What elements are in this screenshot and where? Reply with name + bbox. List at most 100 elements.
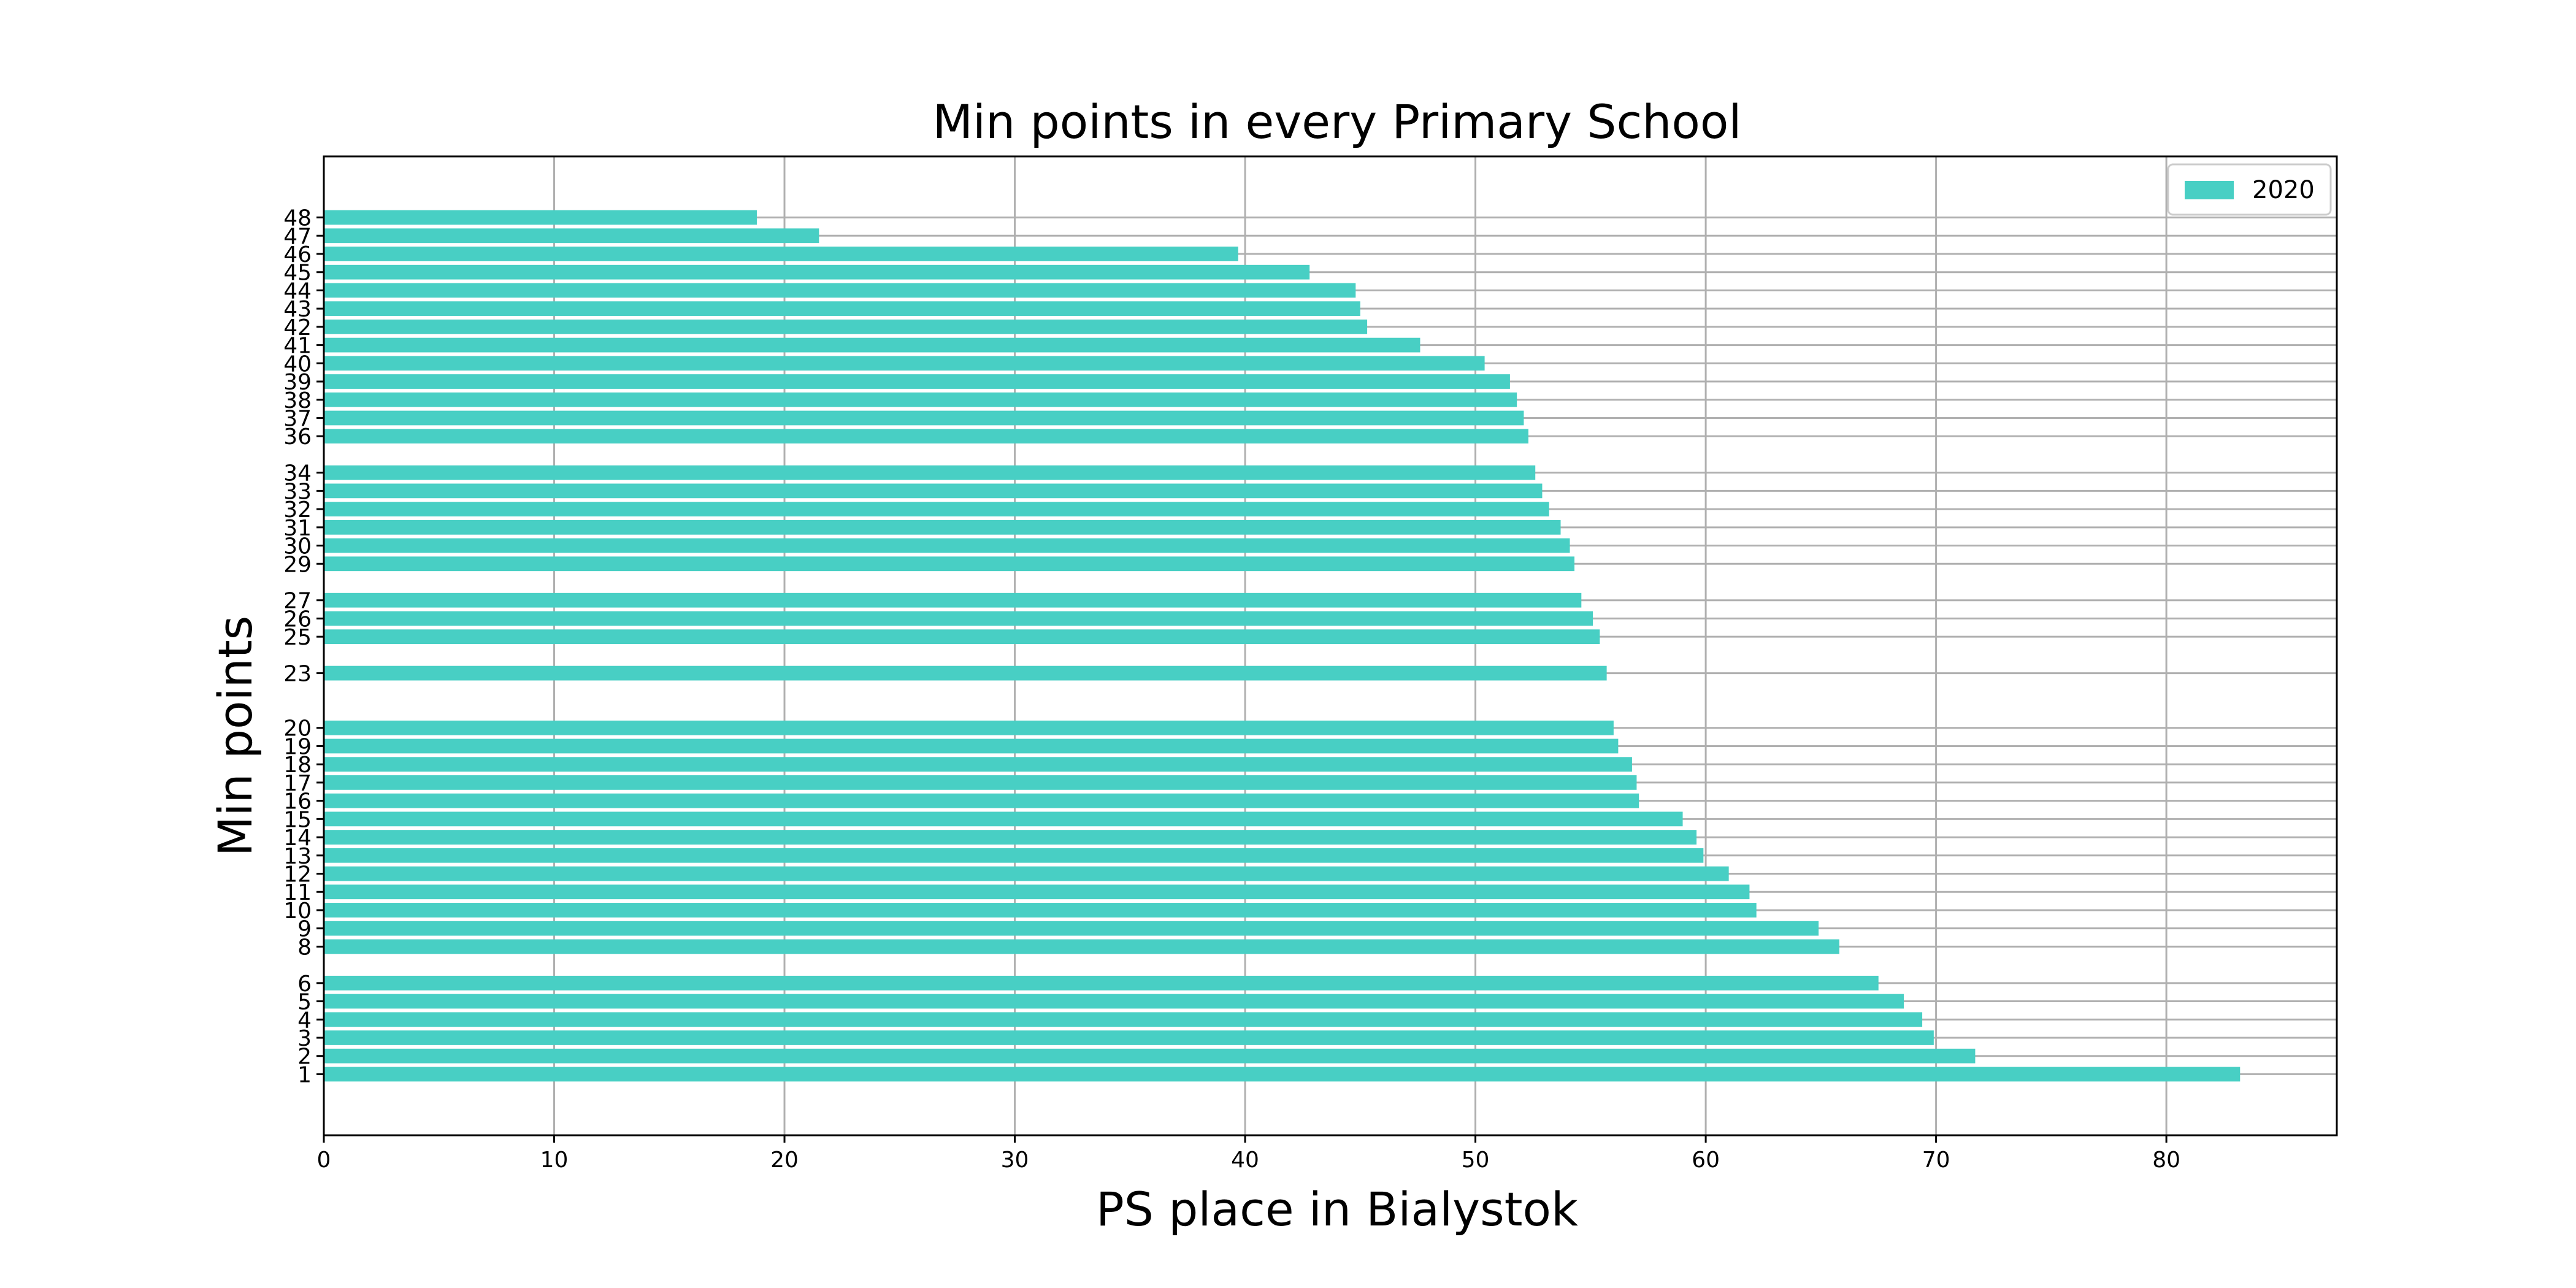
x-tick-label: 0 xyxy=(317,1148,331,1173)
bar-40 xyxy=(324,356,1485,371)
y-tick-label: 10 xyxy=(283,899,312,924)
bar-48 xyxy=(324,210,757,225)
legend: 2020 xyxy=(2167,163,2332,216)
legend-label: 2020 xyxy=(2252,176,2315,204)
x-tick-label: 70 xyxy=(1922,1148,1950,1173)
bar-30 xyxy=(324,538,1570,553)
y-tick-label: 30 xyxy=(283,534,312,559)
y-tick-label: 23 xyxy=(283,662,312,687)
bar-3 xyxy=(324,1030,1934,1045)
y-tick-label: 31 xyxy=(283,516,312,541)
bar-6 xyxy=(324,975,1879,991)
bar-17 xyxy=(324,775,1637,790)
bar-29 xyxy=(324,556,1575,572)
y-tick-label: 38 xyxy=(283,388,312,413)
y-tick-label: 26 xyxy=(283,607,312,632)
x-tick-label: 20 xyxy=(770,1148,799,1173)
legend-swatch xyxy=(2185,181,2234,199)
plot-frame xyxy=(323,155,2338,1137)
bar-1 xyxy=(324,1067,2241,1082)
bar-15 xyxy=(324,811,1683,827)
y-tick-label: 36 xyxy=(283,424,312,450)
y-tick-label: 2 xyxy=(297,1045,312,1070)
bar-8 xyxy=(324,939,1839,954)
bar-10 xyxy=(324,903,1757,918)
y-tick-label: 43 xyxy=(283,297,312,322)
bar-33 xyxy=(324,483,1543,499)
y-tick-label: 13 xyxy=(283,844,312,869)
y-tick-label: 17 xyxy=(283,771,312,796)
bar-14 xyxy=(324,830,1697,845)
y-tick-label: 32 xyxy=(283,497,312,523)
bar-46 xyxy=(324,247,1238,261)
bars xyxy=(324,210,2241,1082)
y-tick-label: 44 xyxy=(283,278,312,304)
bar-2 xyxy=(324,1048,1976,1064)
y-tick-label: 3 xyxy=(297,1026,312,1051)
y-tick-label: 25 xyxy=(283,625,312,650)
bar-11 xyxy=(324,884,1750,900)
bar-45 xyxy=(324,264,1310,280)
y-tick-label: 45 xyxy=(283,261,312,286)
y-tick-label: 9 xyxy=(297,917,312,942)
x-tick-label: 80 xyxy=(2152,1148,2180,1173)
chart-title: Min points in every Primary School xyxy=(932,94,1741,149)
bar-27 xyxy=(324,592,1582,608)
y-tick-label: 14 xyxy=(283,826,312,851)
bar-4 xyxy=(324,1012,1923,1027)
bar-39 xyxy=(324,374,1510,389)
y-tick-label: 1 xyxy=(297,1062,312,1087)
y-tick-label: 37 xyxy=(283,406,312,431)
y-tick-label: 27 xyxy=(283,589,312,614)
y-tick-label: 20 xyxy=(283,716,312,742)
legend-frame xyxy=(2167,163,2332,216)
y-tick-label: 34 xyxy=(283,461,312,486)
bar-41 xyxy=(324,337,1420,353)
bar-32 xyxy=(324,502,1549,516)
bar-26 xyxy=(324,611,1593,626)
y-tick-label: 6 xyxy=(297,972,312,997)
y-tick-label: 19 xyxy=(283,734,312,759)
bar-23 xyxy=(324,665,1607,681)
bar-25 xyxy=(324,629,1600,645)
y-tick-label: 18 xyxy=(283,753,312,778)
x-tick-label: 50 xyxy=(1462,1148,1490,1173)
ticks: 0 10 20 30 40 50 60 70 8012345689101112131415161… xyxy=(283,206,2180,1173)
x-tick-label: 10 xyxy=(540,1148,569,1173)
bar-43 xyxy=(324,301,1360,316)
y-axis-label: Min points xyxy=(208,616,263,856)
bar-16 xyxy=(324,793,1639,808)
y-tick-label: 4 xyxy=(297,1008,312,1033)
y-tick-label: 42 xyxy=(283,315,312,340)
bar-9 xyxy=(324,921,1819,936)
y-tick-label: 40 xyxy=(283,351,312,377)
y-tick-label: 39 xyxy=(283,370,312,395)
y-tick-label: 16 xyxy=(283,789,312,815)
y-tick-label: 15 xyxy=(283,807,312,832)
x-tick-label: 30 xyxy=(1001,1148,1029,1173)
y-tick-label: 33 xyxy=(283,479,312,504)
bar-34 xyxy=(324,465,1536,480)
bar-38 xyxy=(324,392,1517,407)
bar-44 xyxy=(324,283,1356,298)
y-tick-label: 12 xyxy=(283,862,312,887)
y-tick-label: 8 xyxy=(297,935,312,960)
bar-19 xyxy=(324,738,1619,754)
bar-31 xyxy=(324,519,1561,535)
bar-37 xyxy=(324,410,1524,426)
bar-12 xyxy=(324,866,1729,881)
bar-5 xyxy=(324,994,1904,1009)
y-tick-label: 5 xyxy=(297,990,312,1015)
y-tick-label: 46 xyxy=(283,242,312,267)
y-tick-label: 41 xyxy=(283,334,312,359)
x-tick-label: 60 xyxy=(1692,1148,1720,1173)
bar-18 xyxy=(324,757,1632,772)
x-tick-label: 40 xyxy=(1231,1148,1259,1173)
bar-36 xyxy=(324,429,1528,444)
y-tick-label: 11 xyxy=(283,880,312,905)
bar-42 xyxy=(324,320,1368,334)
bar-13 xyxy=(324,848,1704,863)
bar-20 xyxy=(324,720,1614,735)
bar-47 xyxy=(324,228,819,243)
